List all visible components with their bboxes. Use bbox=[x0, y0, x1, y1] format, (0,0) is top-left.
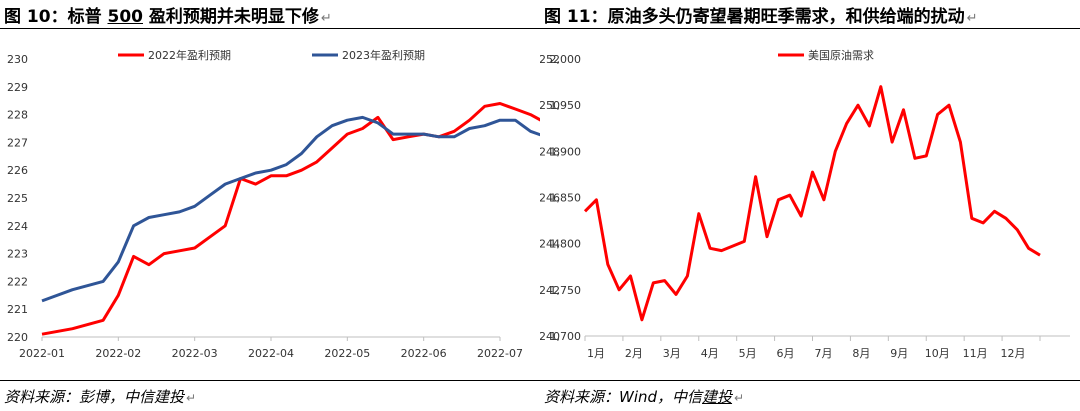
right-source-rule bbox=[540, 380, 1080, 381]
x-tick-label: 5月 bbox=[739, 347, 757, 360]
y-tick-label: 229 bbox=[7, 81, 28, 94]
y-tick-label: 230 bbox=[7, 53, 28, 66]
y-tick-label: 228 bbox=[7, 109, 28, 122]
x-tick-label: 10月 bbox=[925, 347, 950, 360]
x-tick-label: 2月 bbox=[625, 347, 643, 360]
x-tick-label: 7月 bbox=[814, 347, 832, 360]
legend-label: 2023年盈利预期 bbox=[342, 48, 425, 62]
left-y-tick-label: 240 bbox=[540, 330, 560, 343]
left-y-tick-label: 252 bbox=[540, 53, 560, 66]
y-tick-label: 221 bbox=[7, 303, 28, 316]
left-figure-title: 图 10：标普 500 盈利预期并未明显下修 ↵ bbox=[4, 7, 332, 27]
x-tick-label: 2022-01 bbox=[19, 347, 65, 360]
legend-label: 2022年盈利预期 bbox=[148, 48, 231, 62]
left-y-tick-label: 248 bbox=[540, 145, 560, 158]
legend-label: 美国原油需求 bbox=[808, 48, 874, 62]
left-title-rule bbox=[0, 28, 540, 29]
y-tick-label: 225 bbox=[7, 192, 28, 205]
left-y-tick-label: 244 bbox=[540, 238, 560, 251]
right-y-tick-label: 2,000 bbox=[550, 53, 582, 66]
right-line-chart: 240 242 244 246 248 250 252 1,700 1,750 1,800 1,85… bbox=[540, 48, 1070, 360]
x-tick-label: 2022-04 bbox=[248, 347, 294, 360]
x-tick-label: 6月 bbox=[777, 347, 795, 360]
left-y-tick-label: 246 bbox=[540, 192, 560, 205]
series-line-2023 bbox=[41, 115, 540, 303]
left-y-tick-label: 242 bbox=[540, 284, 560, 297]
x-tick-label: 2022-03 bbox=[172, 347, 218, 360]
series-line-crude-demand bbox=[583, 85, 1041, 322]
y-tick-label: 224 bbox=[7, 220, 28, 233]
series-line-2022 bbox=[41, 102, 540, 336]
left-source-note: 资料来源：彭博，中信建投 ↵ bbox=[4, 388, 197, 406]
right-title-rule bbox=[540, 28, 1080, 29]
right-y-tick-label: 1,750 bbox=[550, 284, 582, 297]
x-tick-label: 2022-02 bbox=[95, 347, 141, 360]
x-tick-label: 4月 bbox=[701, 347, 719, 360]
x-tick-label: 11月 bbox=[963, 347, 988, 360]
y-tick-label: 223 bbox=[7, 248, 28, 261]
right-source-note: 资料来源：Wind，中信建投 ↵ bbox=[544, 388, 745, 406]
y-tick-label: 222 bbox=[7, 275, 28, 288]
right-figure: 图 11：原油多头仍寄望暑期旺季需求，和供给端的扰动 ↵ 240 242 244 246… bbox=[540, 0, 1080, 411]
right-y-tick-label: 1,800 bbox=[550, 238, 582, 251]
right-y-tick-label: 1,900 bbox=[550, 145, 582, 158]
y-tick-label: 227 bbox=[7, 136, 28, 149]
x-tick-label: 2022-06 bbox=[401, 347, 447, 360]
x-tick-label: 9月 bbox=[890, 347, 908, 360]
x-tick-label: 2022-07 bbox=[477, 347, 523, 360]
left-line-chart: 220 221 222 223 224 225 226 227 228 229 230 2022-01… bbox=[7, 48, 540, 360]
x-tick-label: 1月 bbox=[587, 347, 605, 360]
left-y-tick-label: 250 bbox=[540, 99, 560, 112]
x-tick-label: 12月 bbox=[1001, 347, 1026, 360]
right-y-tick-label: 1,950 bbox=[550, 99, 582, 112]
x-tick-label: 8月 bbox=[852, 347, 870, 360]
y-tick-label: 220 bbox=[7, 331, 28, 344]
right-figure-title: 图 11：原油多头仍寄望暑期旺季需求，和供给端的扰动 ↵ bbox=[544, 7, 978, 27]
right-y-tick-label: 1,850 bbox=[550, 192, 582, 205]
x-tick-label: 3月 bbox=[663, 347, 681, 360]
x-tick-label: 2022-05 bbox=[324, 347, 370, 360]
y-tick-label: 226 bbox=[7, 164, 28, 177]
right-y-tick-label: 1,700 bbox=[550, 330, 582, 343]
left-figure: 图 10：标普 500 盈利预期并未明显下修 ↵ 220 221 222 223 224 2… bbox=[0, 7, 540, 406]
left-source-rule bbox=[0, 380, 540, 381]
